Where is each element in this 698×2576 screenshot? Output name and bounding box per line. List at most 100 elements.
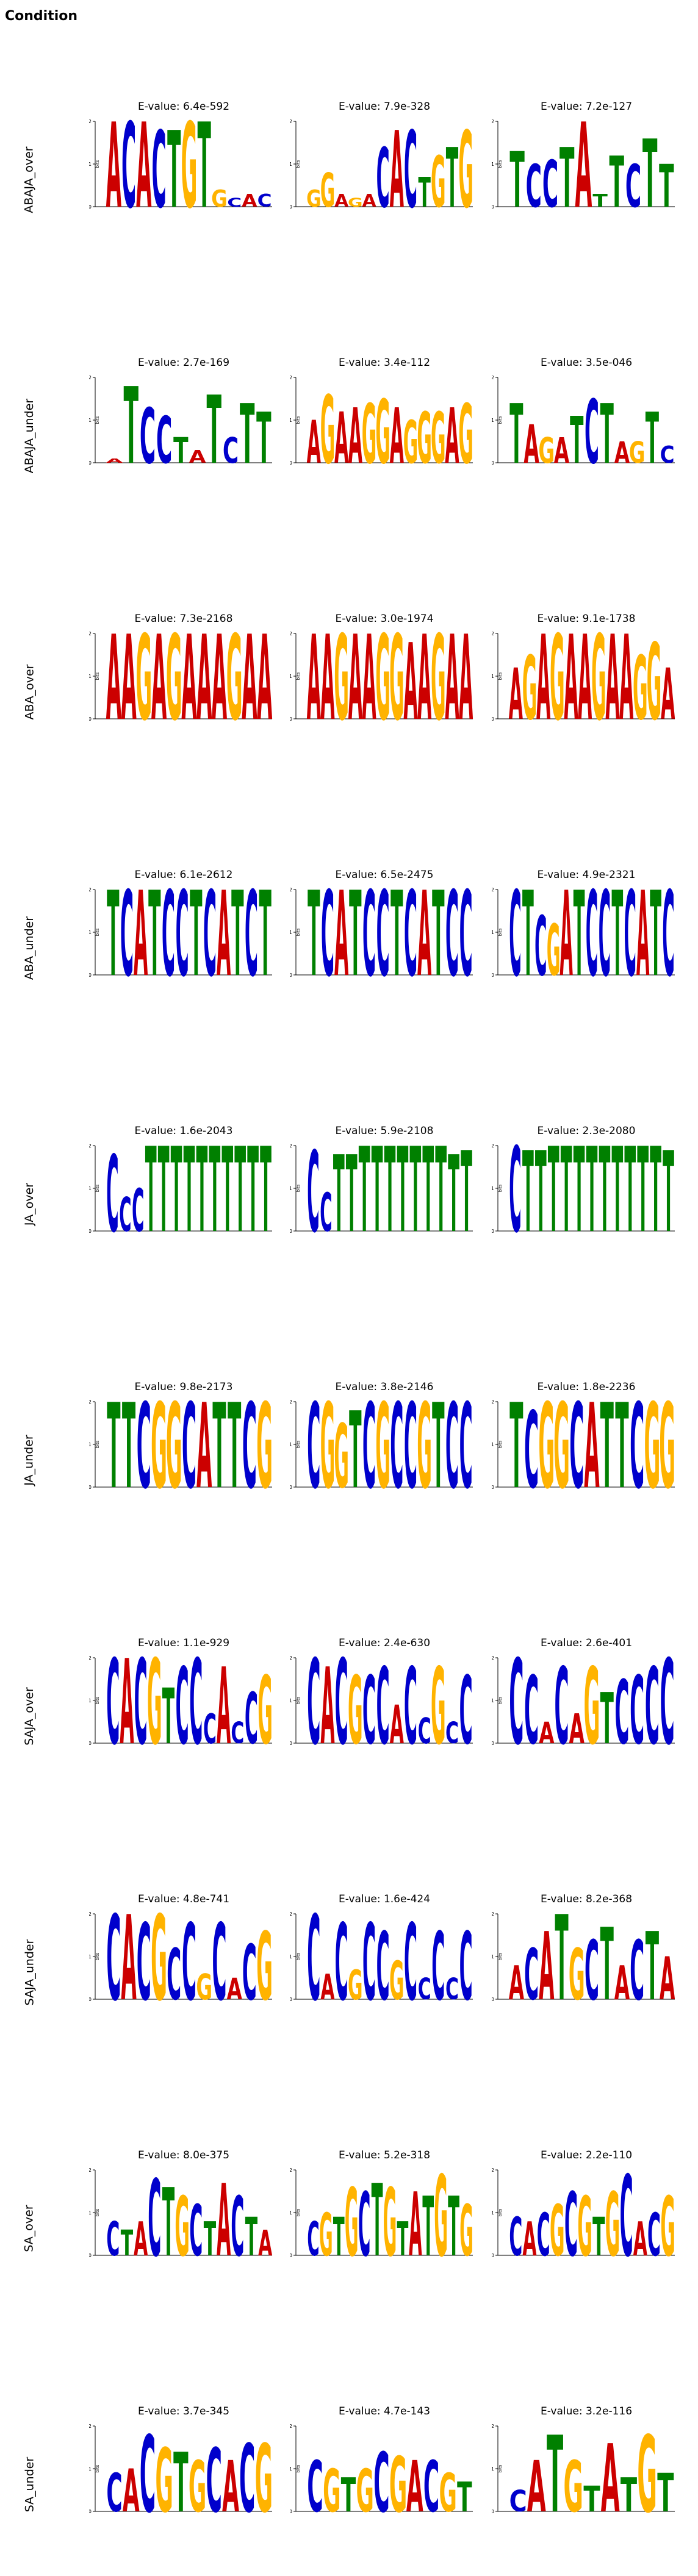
logo-letter: G xyxy=(644,1399,661,1515)
logo-letter: G xyxy=(431,1655,446,1769)
logo-letter: T xyxy=(559,132,574,227)
logo-letter: C xyxy=(630,1657,644,1766)
logo-letter: G xyxy=(637,2424,657,2536)
logo-letter: G xyxy=(439,2463,456,2524)
row-label-text: JA_under xyxy=(23,1435,37,1486)
logo-letter: C xyxy=(614,1661,629,1764)
logo-letter: C xyxy=(156,403,172,478)
y-tick-label: 0 xyxy=(290,460,292,466)
logo-letter: G xyxy=(166,1399,182,1515)
evalue-label: E-value: 3.5e-046 xyxy=(540,357,633,369)
y-axis-label: bits xyxy=(296,2464,301,2472)
logo-letter: T xyxy=(448,1143,459,1257)
logo-letter: T xyxy=(349,887,361,1003)
y-tick-label: 0 xyxy=(492,972,494,978)
y-tick-label: 2 xyxy=(492,631,494,637)
row-label: JA_over xyxy=(5,1113,54,1296)
logo-letter: A xyxy=(390,1695,404,1756)
y-tick-label: 2 xyxy=(89,1655,92,1661)
logo-letter: T xyxy=(372,1143,383,1259)
logo-letter: T xyxy=(384,1143,396,1259)
logo-letter: C xyxy=(509,2207,522,2268)
motif-panel: E-value: 6.1e-2612 0 1 2 bits T C A T C C T C A T C T xyxy=(89,869,278,1021)
logo-letter: T xyxy=(333,1143,345,1257)
logo-letter: C xyxy=(526,154,542,221)
logo-letter: G xyxy=(660,2180,675,2275)
logo-letter: C xyxy=(140,392,156,480)
y-axis-label: bits xyxy=(296,160,301,168)
logo-letter: C xyxy=(167,1935,181,2016)
evalue-label: E-value: 3.8e-2146 xyxy=(335,1381,434,1393)
motif-panel: E-value: 2.4e-630 0 1 2 bits C A C G C C A C C G C C xyxy=(290,1637,479,1789)
y-tick-label: 1 xyxy=(290,2210,292,2216)
logo-letter: C xyxy=(423,2447,439,2529)
y-axis-label: bits xyxy=(498,1440,503,1448)
y-axis-label: bits xyxy=(95,416,100,424)
logo-letter: C xyxy=(404,119,417,232)
y-tick-label: 1 xyxy=(492,1186,494,1191)
logo-letter: T xyxy=(228,1399,241,1515)
logo-letter: A xyxy=(605,631,619,747)
motif-panel: E-value: 9.8e-2173 0 1 2 bits T T C G G C A T T C G xyxy=(89,1381,278,1533)
evalue-label: E-value: 9.8e-2173 xyxy=(134,1381,233,1393)
logo-letter: A xyxy=(509,1955,524,2010)
logo-letter: A xyxy=(601,2425,620,2534)
logo-letter: G xyxy=(550,2190,565,2272)
logo-letter: T xyxy=(346,1143,358,1257)
logo-letter: G xyxy=(174,2180,190,2275)
y-axis-label: bits xyxy=(498,1952,503,1960)
row-label-text: SAJA_over xyxy=(23,1687,36,1746)
evalue-label: E-value: 8.2e-368 xyxy=(540,1893,633,1905)
logo-letter: T xyxy=(599,1143,611,1259)
logo-letter: A xyxy=(445,631,459,747)
logo-letter: T xyxy=(570,404,583,479)
logo-letter: T xyxy=(642,121,657,230)
logo-letter: A xyxy=(614,1955,630,2010)
logo-letter: T xyxy=(359,1143,370,1259)
logo-letter: A xyxy=(189,446,206,467)
logo-letter: C xyxy=(564,2175,578,2276)
evalue-label: E-value: 8.0e-375 xyxy=(137,2149,230,2161)
logo-letter: T xyxy=(158,1143,170,1259)
logo-letter: G xyxy=(553,1399,570,1515)
logo-letter: C xyxy=(307,1399,320,1515)
logo-letter: A xyxy=(524,415,539,476)
y-tick-label: 0 xyxy=(290,204,292,210)
evalue-label: E-value: 3.4e-112 xyxy=(338,357,431,369)
logo-letter: T xyxy=(390,887,403,1003)
logo-letter: C xyxy=(106,1911,121,2027)
y-tick-label: 0 xyxy=(492,716,494,722)
logo-letter: C xyxy=(445,1973,459,2007)
logo-letter: G xyxy=(458,119,473,232)
y-axis-label: bits xyxy=(95,2464,100,2472)
y-tick-label: 1 xyxy=(89,930,92,935)
y-tick-label: 1 xyxy=(89,162,92,167)
logo-letter: C xyxy=(120,887,134,1003)
logo-letter: T xyxy=(432,1399,444,1515)
logo-letter: G xyxy=(591,631,606,747)
logo-letter: T xyxy=(659,154,674,221)
logo-letter: G xyxy=(362,387,377,482)
y-tick-label: 1 xyxy=(290,1698,292,1704)
logo-letter: C xyxy=(534,899,547,994)
logo-letter: C xyxy=(106,1655,120,1771)
logo-letter: C xyxy=(509,887,521,1003)
y-tick-label: 1 xyxy=(89,674,92,679)
logo-letter: C xyxy=(137,1911,151,2025)
y-tick-label: 1 xyxy=(492,2466,494,2472)
y-axis-label: bits xyxy=(296,1440,301,1448)
logo-letter: G xyxy=(348,1962,363,2010)
row-label-text: SAJA_under xyxy=(23,1939,37,2006)
logo-letter: C xyxy=(242,1399,257,1515)
evalue-label: E-value: 6.1e-2612 xyxy=(134,869,233,881)
